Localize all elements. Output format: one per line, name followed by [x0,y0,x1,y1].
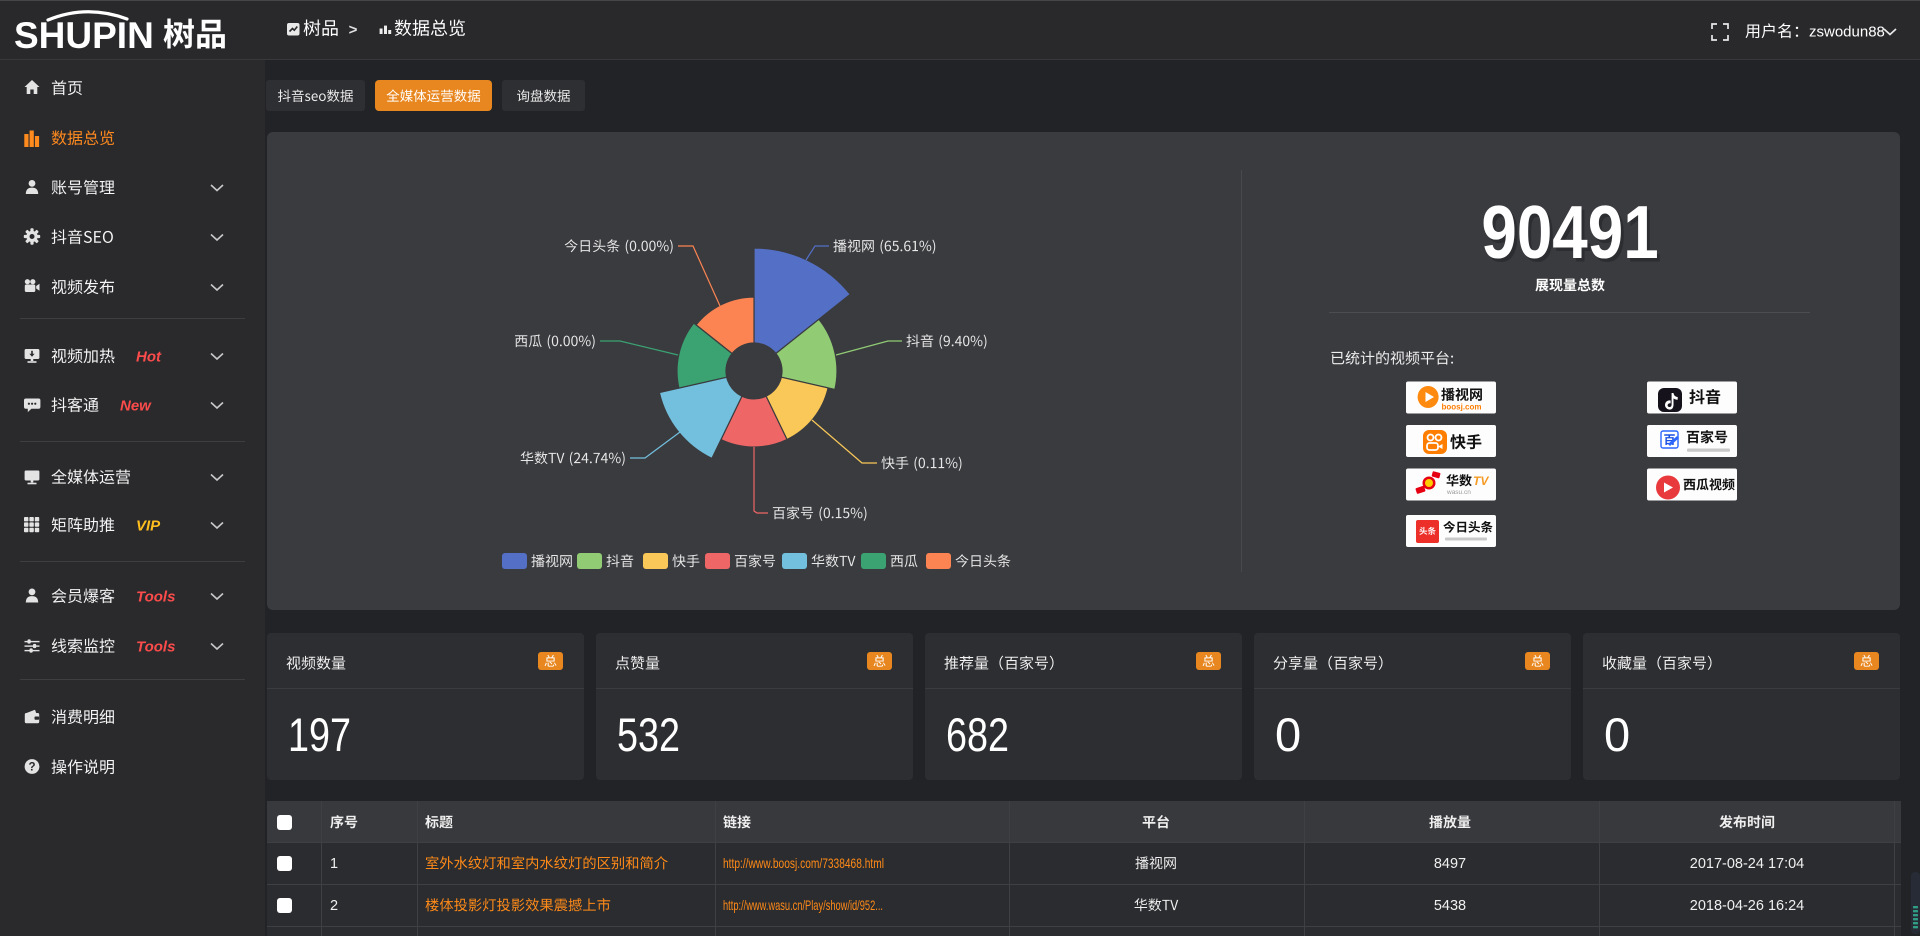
svg-text:1: 1 [330,856,338,872]
svg-text:New: New [120,397,152,414]
svg-text:90491: 90491 [1484,194,1661,278]
svg-text:2: 2 [330,898,338,914]
svg-text:Tools: Tools [136,588,175,605]
svg-text:TV: TV [1473,474,1489,488]
svg-text:http://www.wasu.cn/Play/show/i: http://www.wasu.cn/Play/show/id/952... [723,897,883,913]
svg-text:?: ? [28,761,35,773]
svg-text:zswodun88: zswodun88 [1809,23,1885,40]
svg-text:90491: 90491 [1481,190,1658,274]
svg-text:5438: 5438 [1434,898,1466,914]
svg-text:682: 682 [946,708,1009,761]
svg-text:2018-04-26 16:24: 2018-04-26 16:24 [1690,898,1805,914]
svg-text:wasu.cn: wasu.cn [1446,489,1471,496]
svg-text:Tools: Tools [136,638,175,655]
svg-text:8497: 8497 [1434,856,1466,872]
svg-text:532: 532 [617,708,680,761]
svg-text:0: 0 [1275,708,1301,761]
svg-text:Hot: Hot [136,348,162,365]
svg-text:http://www.boosj.com/7338468.h: http://www.boosj.com/7338468.html [723,855,884,871]
svg-text:>: > [349,21,358,38]
svg-text:VIP: VIP [136,517,161,534]
svg-text:SHUPIN: SHUPIN [14,15,154,56]
svg-text:2017-08-24 17:04: 2017-08-24 17:04 [1690,856,1805,872]
svg-text:boosj.com: boosj.com [1442,402,1482,411]
svg-text:0: 0 [1604,708,1630,761]
svg-text:197: 197 [288,708,351,761]
